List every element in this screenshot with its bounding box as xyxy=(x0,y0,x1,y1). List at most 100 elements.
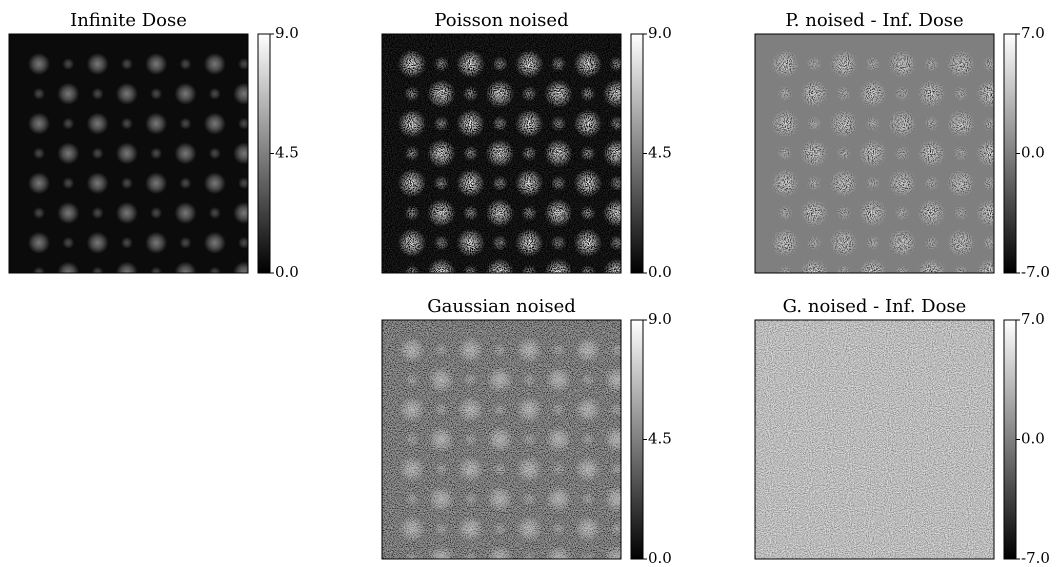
panel-title: Gaussian noised xyxy=(427,296,576,317)
spot xyxy=(829,168,858,198)
spot xyxy=(91,266,104,273)
spot xyxy=(923,56,940,72)
spot xyxy=(946,49,976,79)
spot xyxy=(62,117,75,130)
spot xyxy=(894,264,910,273)
spot xyxy=(434,402,449,417)
spot xyxy=(887,109,917,138)
spot xyxy=(580,145,596,162)
spot xyxy=(946,228,976,258)
spot xyxy=(514,168,544,198)
spot xyxy=(115,202,138,224)
colorbar-tick-label: 7.0 xyxy=(1021,310,1045,328)
spot xyxy=(150,207,163,219)
spot xyxy=(485,79,515,109)
panel-title: G. noised - Inf. Dose xyxy=(783,296,967,317)
spot xyxy=(545,366,572,393)
spot xyxy=(463,491,478,507)
spot xyxy=(404,372,420,387)
image xyxy=(9,34,248,273)
spot xyxy=(404,491,420,507)
spot xyxy=(120,236,133,249)
image-frame xyxy=(381,319,622,560)
spot xyxy=(457,456,484,483)
spot xyxy=(457,336,484,364)
spot xyxy=(428,545,455,559)
spot xyxy=(150,147,163,160)
spot xyxy=(806,56,823,72)
spot xyxy=(550,115,567,132)
spot xyxy=(770,109,800,138)
colorbar-tick-label: -7.0 xyxy=(1021,549,1050,567)
spot xyxy=(858,79,888,109)
spot xyxy=(602,198,621,228)
spot xyxy=(238,177,248,190)
spot xyxy=(174,82,197,105)
colorbar-tick-label: 9.0 xyxy=(648,24,672,42)
spot xyxy=(522,372,537,387)
spot xyxy=(179,117,192,130)
colorbar-tick-label: 4.5 xyxy=(648,430,672,448)
spot xyxy=(609,342,621,358)
spot xyxy=(806,235,823,251)
spot xyxy=(398,336,426,364)
spot xyxy=(603,545,621,559)
spot xyxy=(516,336,543,364)
spot xyxy=(580,372,595,387)
spot xyxy=(573,168,603,198)
spot xyxy=(975,79,994,109)
spot xyxy=(602,79,621,109)
spot xyxy=(800,198,829,228)
spot xyxy=(545,485,572,513)
spot xyxy=(777,86,793,102)
spot xyxy=(428,426,455,453)
spot xyxy=(203,231,226,254)
spot xyxy=(233,261,248,273)
spot xyxy=(953,264,969,273)
spot xyxy=(609,175,621,191)
spot xyxy=(545,426,572,453)
spot xyxy=(120,58,133,70)
spot xyxy=(28,53,50,75)
spot xyxy=(404,264,420,273)
spot xyxy=(982,235,994,251)
spot xyxy=(829,228,858,258)
spot xyxy=(150,87,163,100)
spot xyxy=(203,112,226,135)
spot xyxy=(233,82,248,105)
spot xyxy=(975,258,994,273)
spot xyxy=(208,147,221,160)
spot xyxy=(427,198,456,228)
spot xyxy=(580,205,596,221)
spot xyxy=(574,515,601,542)
spot xyxy=(179,236,192,249)
spot xyxy=(62,177,75,190)
spot xyxy=(86,231,109,254)
spot xyxy=(770,168,800,198)
spot xyxy=(514,228,544,258)
image-frame xyxy=(8,33,249,274)
colorbar-tick-label: -7.0 xyxy=(1021,263,1050,281)
spot xyxy=(609,56,621,72)
spot xyxy=(397,228,427,258)
spot xyxy=(602,139,621,168)
spot xyxy=(486,485,514,513)
spot xyxy=(982,175,994,191)
spot xyxy=(609,402,621,417)
colorbar-tick-label: 9.0 xyxy=(648,310,672,328)
spot xyxy=(174,142,197,165)
spot xyxy=(522,432,537,447)
spot xyxy=(463,551,478,559)
spot xyxy=(551,521,566,536)
spot xyxy=(203,53,226,75)
spot xyxy=(427,139,456,168)
spot xyxy=(953,145,969,162)
spot xyxy=(404,551,420,559)
image xyxy=(382,320,621,559)
spots xyxy=(382,34,621,273)
spot xyxy=(923,115,940,132)
spot xyxy=(492,402,508,417)
spot xyxy=(492,235,508,251)
spot xyxy=(550,175,567,191)
spot xyxy=(777,264,793,273)
